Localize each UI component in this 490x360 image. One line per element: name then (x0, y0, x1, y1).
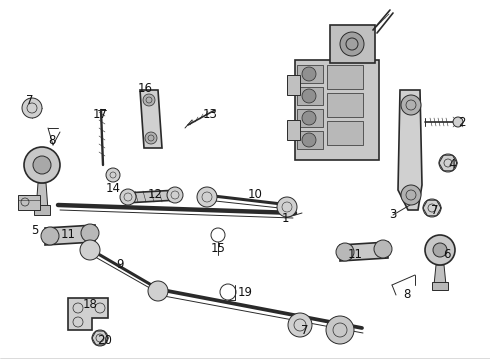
Polygon shape (36, 183, 48, 210)
Circle shape (340, 32, 364, 56)
Circle shape (326, 316, 354, 344)
Polygon shape (434, 265, 446, 285)
Polygon shape (45, 225, 95, 245)
Polygon shape (297, 87, 323, 105)
Polygon shape (18, 195, 40, 210)
Text: 11: 11 (347, 248, 363, 261)
Polygon shape (297, 65, 323, 83)
Circle shape (120, 189, 136, 205)
Circle shape (143, 94, 155, 106)
Text: 6: 6 (443, 248, 451, 261)
Text: 10: 10 (247, 189, 263, 202)
Text: 16: 16 (138, 81, 152, 94)
Circle shape (33, 156, 51, 174)
Text: 1: 1 (281, 211, 289, 225)
Circle shape (433, 243, 447, 257)
Polygon shape (327, 93, 363, 117)
Text: 2: 2 (458, 116, 466, 129)
Circle shape (425, 235, 455, 265)
Text: 7: 7 (431, 203, 439, 216)
Polygon shape (398, 90, 422, 210)
Circle shape (302, 111, 316, 125)
Circle shape (302, 89, 316, 103)
Circle shape (439, 154, 457, 172)
Circle shape (374, 240, 392, 258)
Circle shape (401, 185, 421, 205)
Text: 4: 4 (448, 158, 456, 171)
Circle shape (302, 67, 316, 81)
Polygon shape (68, 298, 108, 330)
Circle shape (453, 117, 463, 127)
Polygon shape (327, 65, 363, 89)
Polygon shape (432, 282, 448, 290)
Circle shape (401, 95, 421, 115)
Polygon shape (297, 109, 323, 127)
Polygon shape (340, 242, 388, 261)
Text: 19: 19 (238, 287, 252, 300)
Text: 5: 5 (31, 224, 39, 237)
Polygon shape (295, 60, 379, 160)
Text: 18: 18 (82, 298, 98, 311)
Circle shape (288, 313, 312, 337)
Circle shape (148, 281, 168, 301)
Text: 14: 14 (105, 181, 121, 194)
Circle shape (24, 147, 60, 183)
Polygon shape (140, 90, 162, 148)
Circle shape (167, 187, 183, 203)
Circle shape (302, 133, 316, 147)
Circle shape (277, 197, 297, 217)
Text: 9: 9 (116, 258, 124, 271)
Polygon shape (287, 120, 300, 140)
Circle shape (336, 243, 354, 261)
Circle shape (81, 224, 99, 242)
Circle shape (22, 98, 42, 118)
Text: 13: 13 (202, 108, 218, 122)
Text: 8: 8 (49, 134, 56, 147)
Text: 15: 15 (211, 242, 225, 255)
Polygon shape (125, 190, 178, 203)
Text: 11: 11 (60, 229, 75, 242)
Polygon shape (330, 25, 375, 63)
Circle shape (145, 132, 157, 144)
Text: 7: 7 (26, 94, 34, 107)
Polygon shape (327, 121, 363, 145)
Text: 20: 20 (98, 333, 112, 346)
Polygon shape (34, 205, 50, 215)
Polygon shape (287, 75, 300, 95)
Circle shape (41, 227, 59, 245)
Text: 7: 7 (301, 324, 309, 337)
Circle shape (92, 330, 108, 346)
Circle shape (197, 187, 217, 207)
Text: 12: 12 (147, 189, 163, 202)
Text: 8: 8 (403, 288, 411, 302)
Polygon shape (297, 131, 323, 149)
Circle shape (106, 168, 120, 182)
Text: 3: 3 (390, 208, 397, 221)
Circle shape (80, 240, 100, 260)
Circle shape (423, 199, 441, 217)
Text: 17: 17 (93, 108, 107, 122)
